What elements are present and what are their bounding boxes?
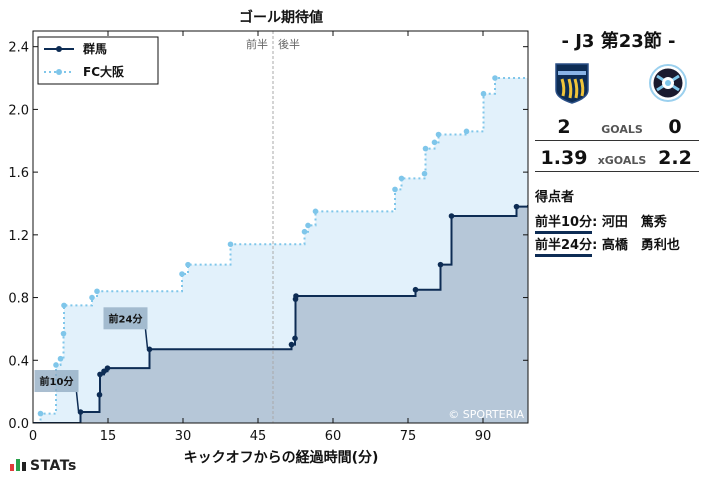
x-tick-label: 75 bbox=[400, 429, 417, 444]
chart-title: ゴール期待値 bbox=[239, 9, 323, 26]
shot-point-fc-osaka bbox=[435, 131, 442, 138]
match-title: - J3 第23節 - bbox=[561, 31, 676, 52]
xg-row: 1.39 xGOALS 2.2 bbox=[535, 147, 699, 172]
shot-point-gunma bbox=[104, 365, 111, 371]
series-line-fc-osaka bbox=[33, 77, 528, 423]
shot-point-fc-osaka bbox=[480, 90, 487, 97]
scorer-name: : 高橋 勇利也 bbox=[592, 238, 680, 253]
shot-point-fc-osaka bbox=[398, 175, 405, 182]
watermark: © SPORTERIA bbox=[448, 408, 524, 421]
bar-chart-icon bbox=[10, 459, 26, 471]
y-tick-label: 0.0 bbox=[8, 417, 29, 432]
shot-point-fc-osaka bbox=[53, 362, 59, 368]
goals-label: GOALS bbox=[601, 123, 643, 136]
shot-point-fc-osaka bbox=[179, 271, 185, 277]
shot-point-fc-osaka bbox=[89, 294, 95, 301]
halftime-label-second: 後半 bbox=[278, 37, 300, 51]
shot-point-gunma bbox=[96, 391, 103, 398]
shot-point-fc-osaka bbox=[421, 170, 428, 177]
shot-point-fc-osaka bbox=[312, 208, 319, 215]
away-xg: 2.2 bbox=[658, 147, 692, 169]
legend-box bbox=[37, 36, 159, 85]
goal-annotation-box bbox=[103, 307, 148, 330]
shot-point-gunma bbox=[437, 261, 444, 268]
x-tick-label: 90 bbox=[475, 429, 492, 444]
plot-frame bbox=[32, 30, 529, 424]
x-tick-label: 30 bbox=[175, 429, 192, 444]
home-goals: 2 bbox=[557, 116, 571, 138]
fc-osaka-crest-icon bbox=[649, 64, 687, 102]
y-tick-label: 0.4 bbox=[8, 354, 29, 369]
shot-point-gunma bbox=[97, 371, 103, 378]
y-tick-label: 2.4 bbox=[8, 41, 29, 56]
thespakusatsu-gunma-crest-icon bbox=[555, 63, 589, 104]
shot-point-gunma bbox=[448, 213, 455, 219]
scorer-item: 前半24分: 高橋 勇利也 bbox=[535, 234, 680, 257]
shot-point-fc-osaka bbox=[492, 75, 498, 81]
shot-point-gunma bbox=[292, 335, 298, 342]
goal-annotation-arrow bbox=[144, 329, 149, 349]
shot-point-fc-osaka bbox=[422, 145, 429, 152]
x-axis-label: キックオフからの経過時間(分) bbox=[184, 449, 379, 466]
x-tick-label: 15 bbox=[100, 429, 117, 444]
series-area-gunma bbox=[33, 205, 528, 423]
legend-label-fc-osaka: FC大阪 bbox=[83, 64, 125, 79]
shot-point-gunma bbox=[293, 293, 299, 299]
shot-point-fc-osaka bbox=[94, 288, 100, 295]
y-tick-label: 1.6 bbox=[8, 166, 29, 181]
legend-marker-fc-osaka bbox=[56, 69, 62, 75]
home-xg: 1.39 bbox=[540, 147, 588, 169]
brand-logo: STATs bbox=[10, 458, 77, 474]
y-tick-label: 0.8 bbox=[8, 292, 29, 307]
x-tick-label: 45 bbox=[250, 429, 267, 444]
goals-row: 2 GOALS 0 bbox=[535, 116, 699, 141]
shot-point-fc-osaka bbox=[463, 128, 470, 135]
scorer-item: 前半10分: 河田 篤秀 bbox=[535, 211, 667, 234]
shot-point-fc-osaka bbox=[392, 186, 398, 193]
xg-label: xGOALS bbox=[597, 154, 647, 167]
legend: 群馬 FC大阪 bbox=[37, 36, 159, 85]
shot-point-fc-osaka bbox=[57, 355, 64, 362]
goal-annotation-box bbox=[34, 370, 79, 393]
goal-annotation-label: 前10分 bbox=[40, 375, 74, 388]
shot-point-fc-osaka bbox=[305, 222, 311, 229]
shot-point-gunma bbox=[412, 286, 419, 293]
shot-point-fc-osaka bbox=[60, 330, 67, 337]
shot-point-fc-osaka bbox=[301, 228, 308, 235]
x-tick-label: 0 bbox=[29, 429, 37, 444]
x-tick-label: 60 bbox=[325, 429, 342, 444]
scorer-time: 前半10分 bbox=[535, 215, 593, 234]
goal-annotation-label: 前24分 bbox=[109, 312, 143, 325]
y-tick-label: 1.2 bbox=[8, 229, 29, 244]
halftime-label-first: 前半 bbox=[246, 37, 268, 51]
shot-point-gunma bbox=[513, 203, 520, 210]
goal-annotation-arrow bbox=[75, 391, 80, 412]
legend-label-gunma: 群馬 bbox=[82, 41, 107, 56]
match-summary: - J3 第23節 - 2 GOALS 0 1.39 xGOALS 2.2 得点… bbox=[530, 0, 707, 479]
scorer-name: : 河田 篤秀 bbox=[592, 215, 667, 230]
scorer-time: 前半24分 bbox=[535, 238, 593, 257]
scorers-title: 得点者 bbox=[535, 190, 575, 205]
shot-point-fc-osaka bbox=[61, 302, 67, 309]
shot-point-fc-osaka bbox=[227, 241, 234, 248]
shot-point-gunma bbox=[288, 341, 295, 348]
shot-point-fc-osaka bbox=[431, 139, 438, 146]
shot-point-fc-osaka bbox=[185, 261, 191, 268]
legend-marker-gunma bbox=[56, 46, 62, 52]
brand-name: STATs bbox=[30, 458, 77, 474]
y-tick-label: 2.0 bbox=[8, 103, 29, 118]
away-goals: 0 bbox=[668, 116, 682, 138]
shot-point-fc-osaka bbox=[37, 410, 44, 417]
